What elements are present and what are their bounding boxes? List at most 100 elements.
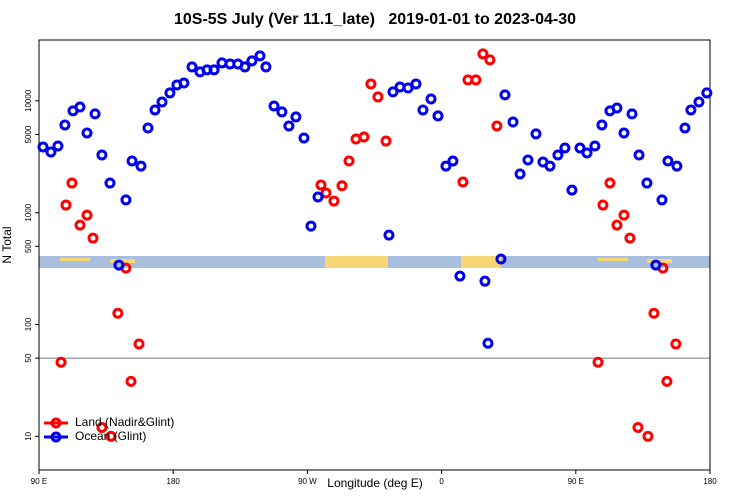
data-point [358,131,370,143]
data-point [454,270,466,282]
data-point [37,141,49,153]
data-point [671,160,683,172]
data-point [522,154,534,166]
data-point [365,78,377,90]
data-point [656,194,668,206]
legend-marker [50,417,62,429]
data-point [186,61,198,73]
data-point [149,104,161,116]
data-point [581,147,593,159]
data-point [246,55,258,67]
data-point [380,135,392,147]
y-tick-label: 5000 [24,125,33,143]
data-point [425,93,437,105]
data-point [624,232,636,244]
data-point [383,229,395,241]
x-tick-label: 180 [167,477,181,486]
data-point [440,160,452,172]
data-point [589,140,601,152]
data-point [626,108,638,120]
y-tick-label: 1000 [24,203,33,221]
legend-label: Ocean (Glint) [75,429,146,443]
data-point [402,82,414,94]
data-point [45,146,57,158]
legend-marker [50,431,62,443]
data-point [81,209,93,221]
data-point [105,430,117,442]
data-point [618,127,630,139]
data-point [89,108,101,120]
data-point [482,337,494,349]
x-axis-label: Longitude (deg E) [327,476,422,490]
data-point [544,160,556,172]
data-point [120,194,132,206]
data-point [343,155,355,167]
data-point [479,275,491,287]
data-point [283,120,295,132]
data-point [315,179,327,191]
data-point [611,102,623,114]
data-point [254,50,266,62]
data-point [87,232,99,244]
data-point [142,122,154,134]
data-point [260,61,272,73]
data-point [670,338,682,350]
data-point [239,61,251,73]
data-point [642,430,654,442]
data-point [701,87,713,99]
map-strip [39,256,710,268]
data-point [112,307,124,319]
data-point [298,132,310,144]
y-axis-label: N Total [0,226,14,263]
data-point [268,100,280,112]
data-point [491,120,503,132]
data-point [618,209,630,221]
data-point [410,78,422,90]
data-point [74,219,86,231]
data-point [74,101,86,113]
data-point [96,149,108,161]
data-point [55,356,67,368]
data-point [328,195,340,207]
data-point [484,54,496,66]
data-point [96,421,108,433]
data-point [104,177,116,189]
data-point [59,119,71,131]
data-point [596,119,608,131]
data-point [336,180,348,192]
data-point [126,155,138,167]
data-point [60,199,72,211]
legend-label: Land (Nadir&Glint) [75,415,174,429]
data-point [566,184,578,196]
data-point [135,160,147,172]
data-point [457,176,469,188]
data-point [477,48,489,60]
data-point [530,128,542,140]
data-point [470,74,482,86]
data-point [208,64,220,76]
data-point [574,142,586,154]
data-point [290,111,302,123]
data-point [597,199,609,211]
data-point [164,87,176,99]
data-point [66,177,78,189]
y-tick-label: 10 [24,431,33,440]
data-point [447,155,459,167]
data-point [499,89,511,101]
data-point [81,127,93,139]
data-point [648,307,660,319]
data-point [52,140,64,152]
data-point [632,421,644,433]
data-point [662,155,674,167]
data-point [693,96,705,108]
data-point [685,104,697,116]
data-point [305,220,317,232]
data-point [156,96,168,108]
data-point [552,149,564,161]
data-point [661,375,673,387]
data-point [276,106,288,118]
data-point [592,356,604,368]
data-point [125,375,137,387]
data-point [633,149,645,161]
